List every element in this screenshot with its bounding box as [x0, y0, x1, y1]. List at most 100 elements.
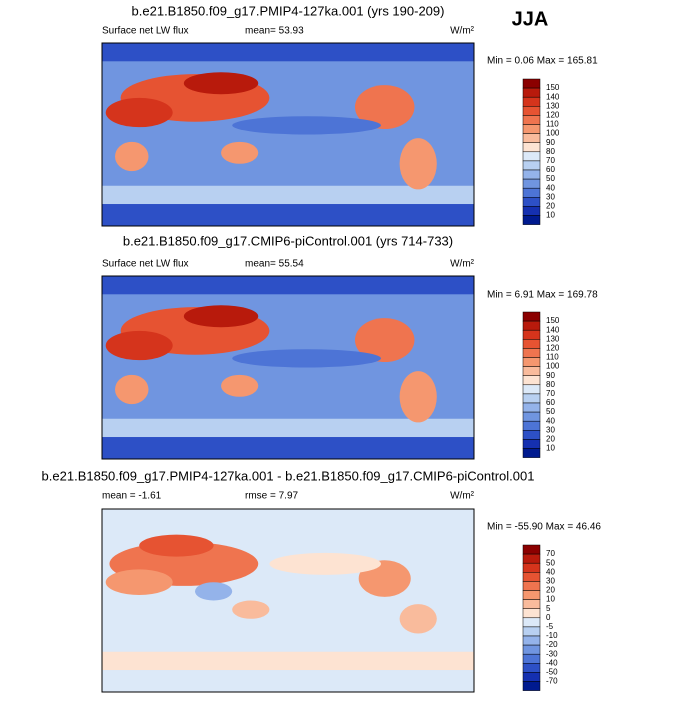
colorbar-box [522, 672, 541, 682]
colorbar-label: 120 [546, 344, 560, 353]
colorbar-box [522, 544, 541, 555]
colorbar-box [522, 562, 541, 573]
colorbar-box [522, 348, 541, 358]
colorbar-label: 30 [546, 192, 555, 201]
colorbar-label: 70 [546, 389, 555, 398]
colorbar-label: 40 [546, 416, 555, 425]
map-region [102, 185, 474, 205]
colorbar-box [522, 78, 541, 89]
map-region [183, 305, 259, 328]
colorbar-label: -40 [546, 658, 558, 667]
colorbar-box [522, 187, 541, 198]
left-label: Surface net LW flux [102, 26, 189, 37]
colorbar-box [522, 142, 541, 153]
colorbar-label: 30 [546, 577, 555, 586]
map-region [102, 43, 474, 62]
colorbar-label: 40 [546, 183, 555, 192]
colorbar-box [522, 590, 541, 600]
colorbar-label: 20 [546, 435, 555, 444]
map-region [399, 371, 437, 423]
colorbar-box [522, 599, 541, 609]
colorbar-label: 90 [546, 371, 555, 380]
colorbar-box [522, 133, 541, 143]
colorbar-label: 80 [546, 147, 555, 156]
center-label: rmse = 7.97 [245, 491, 299, 502]
map-region [221, 141, 259, 164]
colorbar-box [522, 151, 541, 162]
center-label: mean= 55.54 [245, 259, 304, 270]
colorbar-label: -30 [546, 649, 558, 658]
map [101, 275, 475, 460]
colorbar-box [522, 311, 541, 322]
colorbar-box [522, 420, 541, 431]
map-region [232, 116, 381, 135]
colorbar-box [522, 366, 541, 376]
colorbar-label: 150 [546, 316, 560, 325]
colorbar-label: 50 [546, 174, 555, 183]
map-frame [101, 508, 475, 693]
colorbar-box [522, 96, 541, 107]
colorbar-box [522, 124, 541, 134]
map-region [102, 276, 474, 295]
map-region [354, 85, 415, 130]
map-region [102, 437, 474, 459]
colorbar-box [522, 626, 541, 637]
colorbar-box [522, 169, 541, 180]
colorbar-label: 130 [546, 101, 560, 110]
map-region [399, 138, 437, 190]
colorbar-label: 100 [546, 129, 560, 138]
colorbar-box [522, 608, 541, 619]
colorbar-box [522, 439, 541, 449]
colorbar-box [522, 653, 541, 664]
colorbar-label: -5 [546, 622, 554, 631]
map-frame [101, 42, 475, 227]
colorbar-label: 140 [546, 325, 560, 334]
colorbar-label: 0 [546, 613, 551, 622]
colorbar-box [522, 411, 541, 422]
units: W/m² [450, 259, 475, 270]
colorbar-label: 60 [546, 398, 555, 407]
colorbar-label: 10 [546, 595, 555, 604]
colorbar-box [522, 160, 541, 171]
map-region [183, 72, 259, 95]
map-region [105, 569, 173, 596]
map-region [195, 582, 233, 601]
colorbar-box [522, 663, 541, 673]
colorbar-box [522, 178, 541, 189]
colorbar-label: 10 [546, 444, 555, 453]
colorbar-label: 60 [546, 165, 555, 174]
colorbar-label: -10 [546, 631, 558, 640]
colorbar-box [522, 393, 541, 404]
colorbar-box [522, 448, 541, 458]
range-label: Min = 0.06 Max = 165.81 [487, 56, 598, 67]
colorbar-box [522, 384, 541, 395]
range-label: Min = -55.90 Max = 46.46 [487, 522, 601, 533]
map [101, 508, 475, 693]
colorbar-label: 80 [546, 380, 555, 389]
colorbar-box [522, 430, 541, 440]
colorbar-box [522, 681, 541, 691]
map-region [102, 418, 474, 438]
colorbar-box [522, 572, 541, 582]
colorbar-box [522, 617, 541, 628]
colorbar-box [522, 375, 541, 386]
map-region [115, 374, 149, 405]
map-region [102, 651, 474, 671]
colorbar-box [522, 329, 541, 340]
map-region [232, 600, 270, 619]
map-region [105, 330, 173, 361]
colorbar-box [522, 320, 541, 331]
colorbar-box [522, 215, 541, 225]
colorbar-box [522, 206, 541, 216]
colorbar-box [522, 635, 541, 646]
center-label: mean= 53.93 [245, 26, 304, 37]
colorbar-label: 110 [546, 353, 559, 362]
colorbar-box [522, 644, 541, 655]
colorbar-label: 5 [546, 604, 551, 613]
colorbar-label: 40 [546, 567, 555, 576]
colorbar-label: 70 [546, 549, 555, 558]
colorbar-label: 30 [546, 425, 555, 434]
colorbar-label: 140 [546, 92, 560, 101]
colorbar-box [522, 339, 541, 349]
